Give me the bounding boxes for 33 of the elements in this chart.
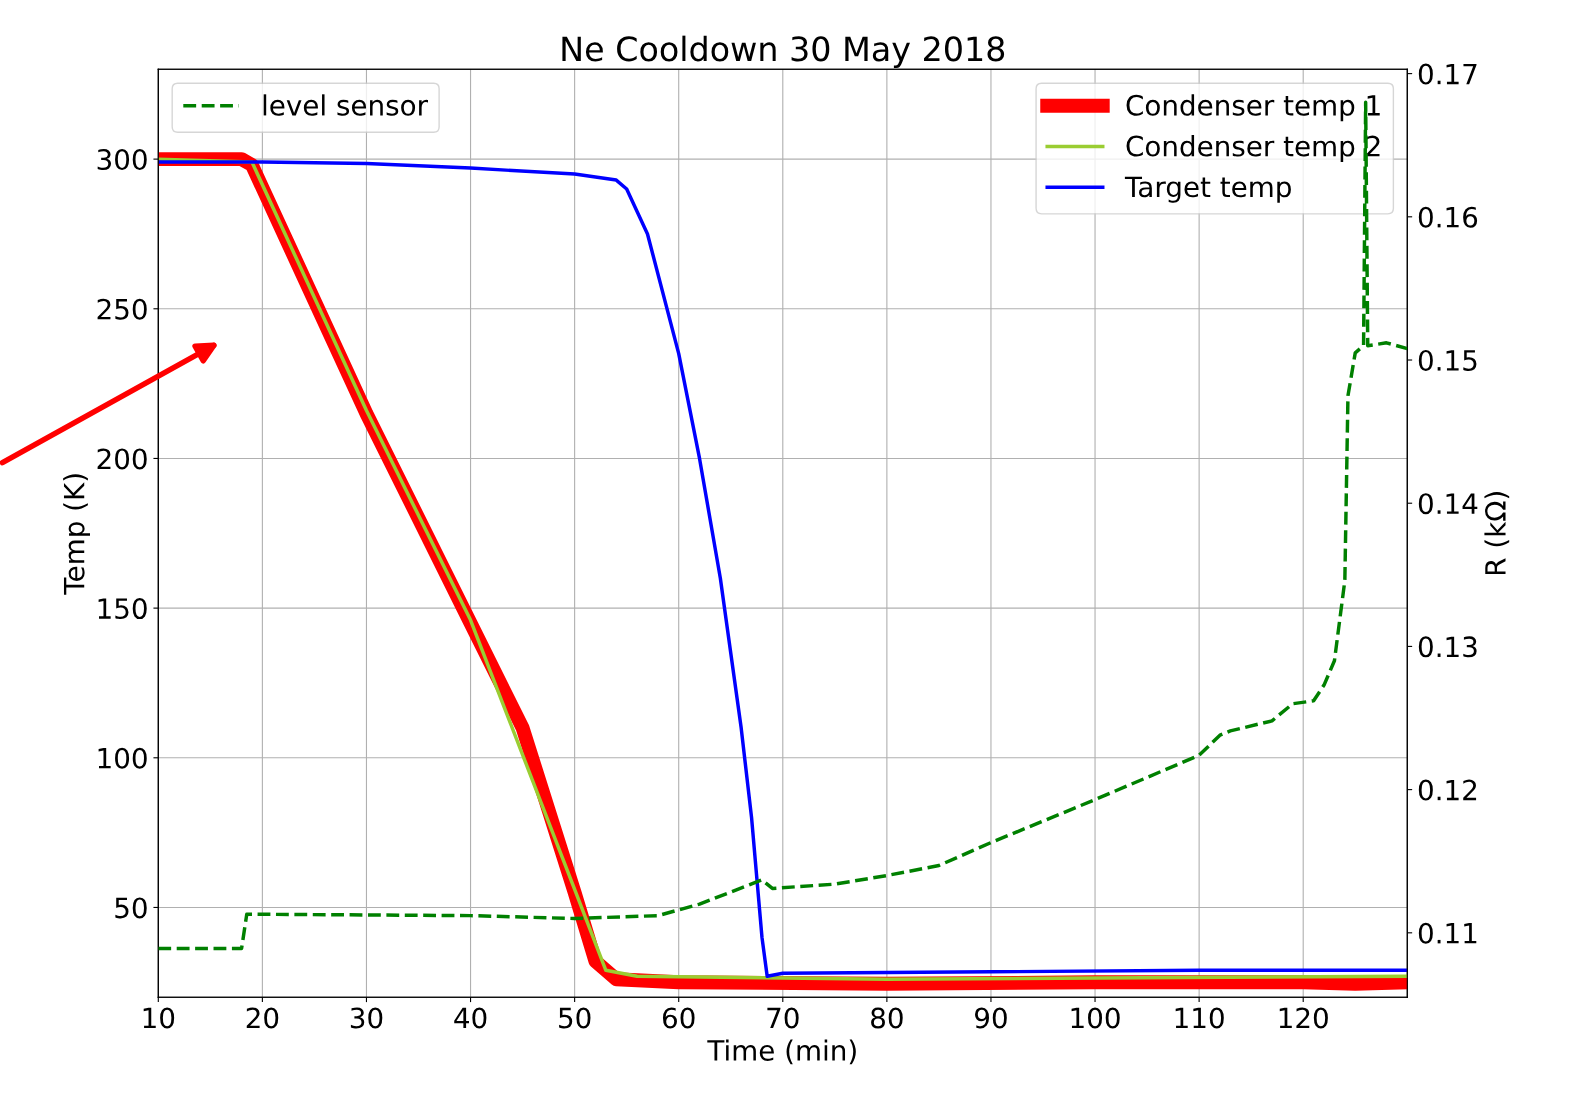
legend-label: Condenser temp 1 xyxy=(1126,94,1380,122)
chart-title: Ne Cooldown 30 May 2018 xyxy=(562,35,1005,68)
legend-label: level sensor xyxy=(263,94,429,116)
x-tick-label: 20 xyxy=(246,1007,279,1029)
y2-tick-label: 0.11 xyxy=(1418,922,1477,944)
y-tick-label: 300 xyxy=(97,149,147,171)
legend-label: Condenser temp 2 xyxy=(1126,135,1380,162)
x-tick-label: 30 xyxy=(350,1007,383,1029)
x-tick-label: 120 xyxy=(1279,1007,1328,1029)
y-tick-label: 100 xyxy=(98,747,147,769)
legend-label: Target temp xyxy=(1124,176,1291,203)
x-tick-label: 90 xyxy=(975,1007,1007,1029)
x-tick-label: 100 xyxy=(1071,1007,1120,1029)
y2-tick-label: 0.13 xyxy=(1418,636,1477,658)
y-tick-label: 50 xyxy=(115,897,147,919)
y2-tick-label: 0.16 xyxy=(1418,206,1478,228)
x-tick-label: 110 xyxy=(1175,1007,1224,1029)
y2-tick-label: 0.15 xyxy=(1418,349,1477,371)
y-tick-label: 250 xyxy=(97,298,147,320)
y2-tick-label: 0.12 xyxy=(1418,779,1477,801)
x-tick-label: 70 xyxy=(767,1007,799,1029)
y-tick-label: 150 xyxy=(98,598,147,620)
x-tick-label: 40 xyxy=(454,1007,487,1029)
x-tick-label: 60 xyxy=(662,1007,695,1029)
y2-tick-label: 0.14 xyxy=(1418,493,1478,515)
x-axis-title: Time (min) xyxy=(707,1039,856,1065)
x-tick-label: 80 xyxy=(871,1007,903,1029)
y-axis-title: Temp (K) xyxy=(63,474,90,595)
y2-axis-title: R (kΩ) xyxy=(1484,492,1510,575)
x-tick-label: 50 xyxy=(559,1007,591,1029)
y2-tick-label: 0.17 xyxy=(1418,63,1477,85)
x-tick-label: 10 xyxy=(143,1007,175,1029)
y-tick-label: 200 xyxy=(97,448,147,470)
